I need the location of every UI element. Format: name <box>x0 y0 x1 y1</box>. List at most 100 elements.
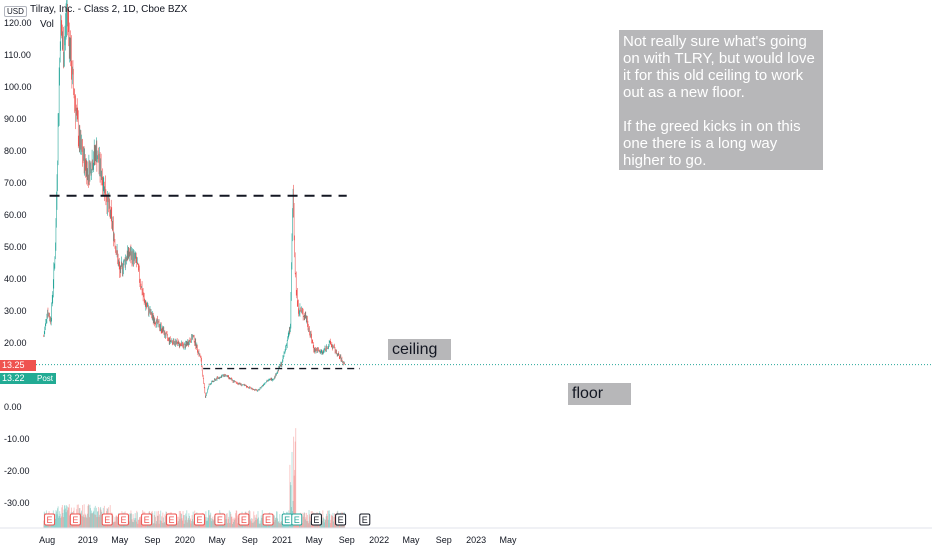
post-market-label: Post <box>34 373 57 384</box>
volume-bar <box>231 516 233 528</box>
volume-bar <box>249 510 250 528</box>
volume-bar <box>185 516 187 528</box>
volume-bar <box>226 513 228 528</box>
time-tick-label: May <box>403 535 421 545</box>
volume-bar <box>225 523 227 528</box>
volume-bar <box>134 519 136 528</box>
price-axis[interactable]: 120.00 110.00 100.00 90.00 80.00 70.00 60.00 50… <box>4 18 32 508</box>
volume-bar <box>191 515 193 528</box>
volume-bar <box>278 523 280 528</box>
volume-label[interactable]: Vol <box>40 19 54 30</box>
earnings-marker-box <box>101 513 113 526</box>
volume-bar <box>251 522 253 528</box>
volume-bar <box>306 514 308 528</box>
volume-bar <box>236 515 238 528</box>
symbol-title[interactable]: Tilray, Inc. - Class 2, 1D, Cboe BZX <box>30 4 188 15</box>
earnings-marker-letter: E <box>196 515 202 525</box>
volume-bar <box>205 511 207 528</box>
earnings-marker: E <box>193 513 205 526</box>
earnings-marker-letter: E <box>362 515 368 525</box>
volume-bar <box>61 504 63 528</box>
volume-bar <box>86 513 88 528</box>
volume-bar <box>140 520 142 528</box>
volume-bar <box>145 523 147 528</box>
time-tick-label: 2019 <box>78 535 98 545</box>
earnings-marker-box <box>335 513 347 526</box>
earnings-marker: E <box>69 513 81 526</box>
volume-bar <box>323 518 325 528</box>
time-axis[interactable]: Aug 2019 May Sep 2020 May Sep 2021 May Sep 2022 May… <box>39 535 517 545</box>
volume-bar <box>112 522 114 528</box>
volume-bar <box>197 523 199 528</box>
volume-bar <box>212 516 214 528</box>
volume-bar <box>191 521 192 528</box>
earnings-marker-letter: E <box>217 515 223 525</box>
volume-bar <box>81 516 83 528</box>
earnings-marker: E <box>238 513 250 526</box>
post-price-badge: 13.22 <box>0 373 36 384</box>
volume-bar <box>129 513 131 528</box>
volume-bar <box>295 428 297 528</box>
volume-bar <box>186 522 188 528</box>
volume-bar <box>60 517 62 528</box>
volume-bar <box>127 523 129 528</box>
volume-bar <box>228 510 230 528</box>
volume-bar <box>293 436 295 528</box>
volume-bar <box>275 517 277 528</box>
volume-bar <box>65 512 67 528</box>
volume-bar <box>232 518 234 528</box>
volume-bar <box>161 516 163 528</box>
time-tick-label: Aug <box>39 535 55 545</box>
volume-bar <box>310 521 312 528</box>
volume-bar <box>250 521 252 528</box>
volume-bar <box>85 514 87 528</box>
volume-bar <box>181 518 183 528</box>
volume-bar <box>165 516 166 528</box>
volume-bar <box>92 513 94 528</box>
volume-bar <box>157 515 158 528</box>
volume-bar <box>59 513 61 528</box>
volume-bar <box>131 513 132 528</box>
volume-bar <box>117 522 119 528</box>
volume-bar <box>115 521 116 528</box>
volume-bar <box>293 475 295 528</box>
volume-bar <box>154 516 156 528</box>
volume-bar <box>253 521 255 528</box>
volume-bar <box>131 519 133 528</box>
volume-bar <box>116 515 118 528</box>
volume-bar <box>63 509 65 528</box>
analysis-note[interactable]: Not really sure what's going on with TLR… <box>619 30 823 170</box>
earnings-marker-box <box>214 513 226 526</box>
price-tick-label: 90.00 <box>4 114 27 124</box>
earnings-marker-letter: E <box>72 515 78 525</box>
volume-bar <box>328 510 330 528</box>
volume-bar <box>162 517 164 528</box>
volume-bar <box>82 505 84 528</box>
volume-bar <box>273 521 275 528</box>
volume-bar <box>210 512 212 528</box>
volume-bar <box>234 519 236 528</box>
currency-label[interactable]: USD <box>4 6 27 17</box>
earnings-marker: E <box>214 513 226 526</box>
price-tick-label: 80.00 <box>4 146 27 156</box>
volume-bar <box>159 514 161 528</box>
volume-bar <box>308 523 309 528</box>
earnings-marker-box <box>359 513 371 526</box>
volume-bar <box>164 514 166 528</box>
volume-bar <box>83 504 85 528</box>
volume-bar <box>259 523 261 528</box>
volume-bar <box>153 522 155 528</box>
volume-bar <box>227 523 229 528</box>
volume-bar <box>155 523 157 528</box>
volume-bar <box>211 521 213 528</box>
volume-bar <box>257 519 258 528</box>
volume-bar <box>154 511 156 528</box>
volume-bar <box>57 508 59 528</box>
ceiling-label[interactable]: ceiling <box>388 339 451 360</box>
time-tick-label: 2021 <box>272 535 292 545</box>
volume-bar <box>129 513 131 528</box>
volume-bar <box>276 511 278 528</box>
floor-label[interactable]: floor <box>568 383 631 405</box>
